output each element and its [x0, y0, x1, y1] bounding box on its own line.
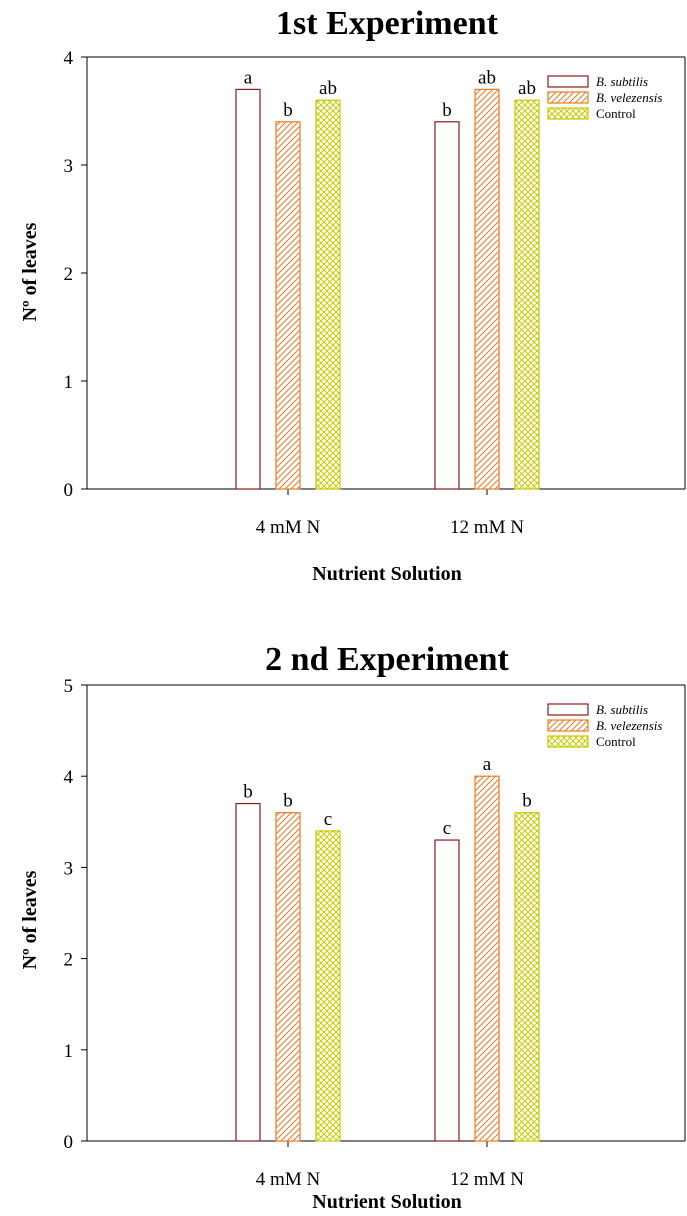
significance-letter: b — [283, 791, 293, 812]
significance-letter: a — [244, 67, 253, 88]
legend-swatch — [547, 75, 589, 88]
x-tick-label: 4 mM N — [256, 1169, 321, 1190]
bar — [474, 775, 500, 1142]
y-tick-label: 4 — [64, 48, 74, 69]
bar — [434, 839, 460, 1142]
significance-letter: ab — [319, 78, 337, 99]
significance-letter: b — [283, 100, 293, 121]
bar — [474, 88, 500, 490]
significance-letter: c — [324, 809, 332, 830]
chart-1-xlabel: Nutrient Solution — [312, 563, 461, 585]
legend-label: B. subtilis — [596, 74, 648, 89]
bar — [514, 99, 540, 490]
y-tick-label: 0 — [64, 1132, 74, 1153]
legend-swatch — [547, 735, 589, 748]
x-tick-label: 4 mM N — [256, 517, 321, 538]
significance-letter: c — [443, 818, 451, 839]
legend-label: B. subtilis — [596, 702, 648, 717]
y-tick-label: 3 — [64, 156, 74, 177]
bar — [275, 812, 301, 1142]
y-tick-label: 5 — [64, 676, 74, 697]
chart-1-ylabel: Nº of leaves — [19, 222, 41, 321]
bar — [235, 88, 261, 490]
y-tick-label: 0 — [64, 480, 74, 501]
y-tick-label: 1 — [64, 372, 74, 393]
legend-swatch — [547, 91, 589, 104]
significance-letter: ab — [478, 67, 496, 88]
y-tick-label: 1 — [64, 1041, 74, 1062]
y-tick-label: 3 — [64, 858, 74, 879]
bar — [315, 830, 341, 1142]
x-tick-label: 12 mM N — [450, 1169, 524, 1190]
chart-2-xlabel: Nutrient Solution — [312, 1191, 461, 1213]
y-tick-label: 4 — [64, 767, 74, 788]
y-tick-label: 2 — [64, 950, 74, 971]
significance-letter: b — [522, 791, 532, 812]
bar — [514, 812, 540, 1142]
legend-swatch — [547, 719, 589, 732]
chart-1-title: 1st Experiment — [276, 5, 499, 42]
significance-letter: b — [442, 100, 452, 121]
significance-letter: ab — [518, 78, 536, 99]
chart-2-ylabel: Nº of leaves — [19, 870, 41, 969]
significance-letter: b — [243, 782, 253, 803]
bar — [235, 802, 261, 1142]
chart-2-title: 2 nd Experiment — [265, 641, 509, 678]
legend-label: Control — [596, 734, 636, 749]
legend-swatch — [547, 703, 589, 716]
legend-label: B. velezensis — [596, 90, 662, 105]
bar — [434, 121, 460, 490]
significance-letter: a — [483, 754, 492, 775]
chart-1: 1st Experiment Nº of leaves Nutrient Sol… — [19, 5, 686, 585]
bar — [275, 121, 301, 490]
chart-2: 2 nd Experiment Nº of leaves Nutrient So… — [19, 641, 686, 1213]
legend-label: B. velezensis — [596, 718, 662, 733]
y-tick-label: 2 — [64, 264, 74, 285]
legend-swatch — [547, 107, 589, 120]
legend-label: Control — [596, 106, 636, 121]
bar — [315, 99, 341, 490]
x-tick-label: 12 mM N — [450, 517, 524, 538]
